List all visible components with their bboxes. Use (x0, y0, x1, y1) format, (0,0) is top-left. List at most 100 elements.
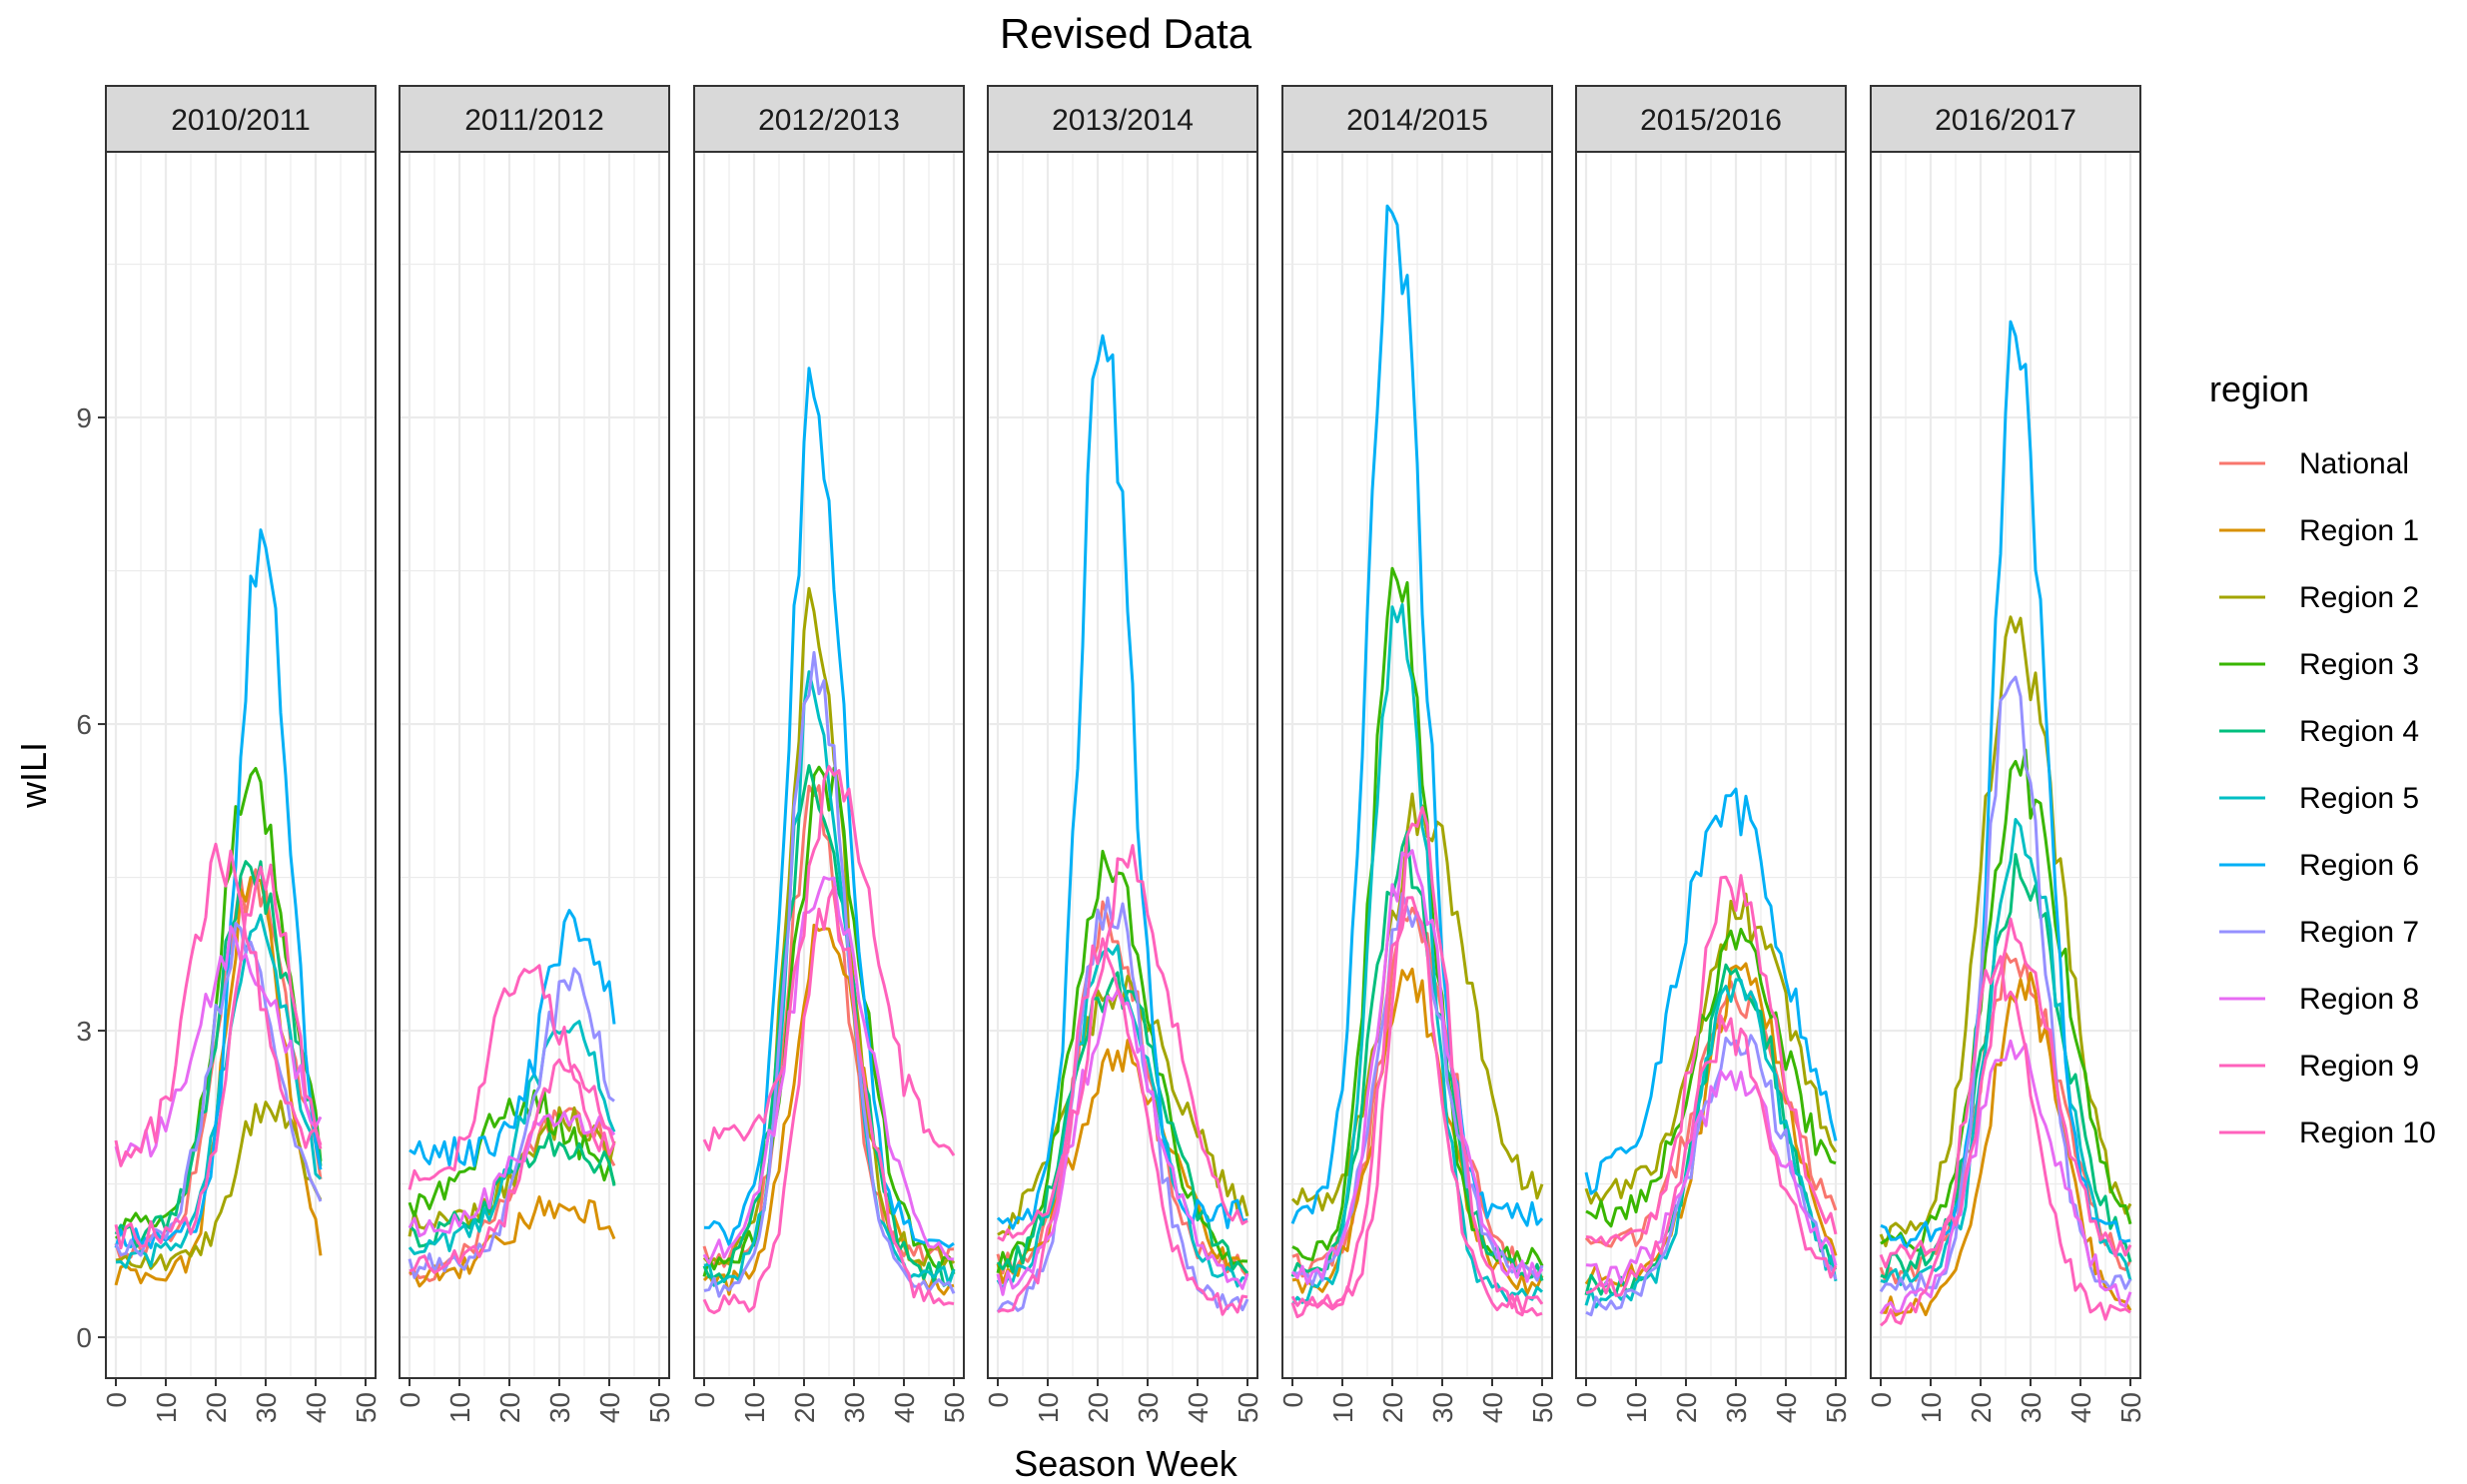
x-tick-label: 20 (1966, 1392, 1997, 1423)
series-line (702, 876, 955, 1265)
series-line (1585, 1014, 1838, 1297)
x-tick-label: 20 (201, 1392, 232, 1423)
series-line (1585, 874, 1838, 1247)
x-tick-label: 50 (939, 1392, 970, 1423)
series-line (1880, 818, 2132, 1286)
facet-panel: 2010/2011 0 10 20 30 40 50 (101, 85, 382, 1423)
series-line (409, 1195, 616, 1288)
legend: region National Region 1 Region 2 Region 3 R… (2209, 369, 2436, 1149)
x-tick-label: 10 (1033, 1392, 1064, 1423)
legend-item: Region 10 (2219, 1116, 2436, 1149)
legend-label: Region 1 (2299, 514, 2419, 547)
legend-item: Region 9 (2219, 1050, 2419, 1083)
series-line (702, 885, 955, 1314)
x-tick-label: 40 (1771, 1392, 1802, 1423)
facet-strip-label: 2016/2017 (1935, 104, 2076, 137)
x-tick-label: 20 (1671, 1392, 1702, 1423)
y-tick-label: 0 (76, 1322, 92, 1353)
facet-strip (987, 85, 1258, 153)
legend-item: Region 3 (2219, 648, 2419, 681)
panel-border (1575, 151, 1847, 1379)
x-tick-label: 0 (101, 1392, 132, 1408)
series-line (703, 367, 955, 1249)
series-line (114, 842, 323, 1167)
legend-item: Region 8 (2219, 983, 2419, 1016)
series-line (1290, 806, 1543, 1319)
x-tick-label: 20 (494, 1392, 525, 1423)
y-axis-title: wILI (13, 742, 54, 809)
legend-label: Region 3 (2299, 648, 2419, 681)
x-tick-label: 10 (739, 1392, 770, 1423)
series-line (1585, 928, 1837, 1228)
facet-strip (399, 85, 670, 153)
series-line (996, 334, 1248, 1230)
legend-label: Region 5 (2299, 782, 2419, 815)
facet-panel: 2011/2012 0 10 20 30 40 50 (395, 85, 675, 1423)
series-line (1585, 1070, 1838, 1287)
legend-label: Region 4 (2299, 715, 2419, 748)
series-line (1879, 917, 2132, 1269)
facet-strip-label: 2013/2014 (1052, 104, 1194, 137)
x-axis-title: Season Week (1014, 1443, 1237, 1484)
series-line (408, 967, 615, 1279)
legend-label: Region 8 (2299, 983, 2419, 1016)
series-line (1880, 853, 2132, 1279)
x-tick-label: 30 (1133, 1392, 1164, 1423)
x-tick-label: 40 (1183, 1392, 1214, 1423)
legend-item: Region 1 (2219, 514, 2419, 547)
x-tick-label: 50 (1527, 1392, 1558, 1423)
series-line (1290, 896, 1544, 1317)
legend-label: Region 9 (2299, 1050, 2419, 1083)
x-tick-label: 0 (1571, 1392, 1602, 1408)
facet-strip-label: 2012/2013 (758, 104, 900, 137)
y-tick-label: 9 (76, 402, 92, 433)
panel-border (1281, 151, 1553, 1379)
series-line (702, 765, 956, 1156)
series-line (703, 670, 956, 1287)
x-tick-label: 10 (1621, 1392, 1652, 1423)
series-line (409, 1058, 616, 1274)
legend-label: National (2299, 447, 2409, 480)
panel-border (693, 151, 965, 1379)
panel-border (105, 151, 377, 1379)
series-line (1584, 892, 1838, 1205)
facet-strip (1281, 85, 1553, 153)
x-tick-label: 50 (644, 1392, 675, 1423)
x-tick-label: 0 (1277, 1392, 1308, 1408)
x-tick-label: 40 (594, 1392, 625, 1423)
x-tick-label: 30 (1427, 1392, 1458, 1423)
x-tick-label: 50 (2115, 1392, 2146, 1423)
series-line (1880, 955, 2131, 1327)
legend-item: Region 4 (2219, 715, 2419, 748)
series-line (1290, 204, 1544, 1227)
series-line (115, 913, 323, 1269)
legend-item: National (2219, 447, 2409, 480)
x-tick-label: 30 (251, 1392, 282, 1423)
facet-panel: 2014/2015 0 10 20 30 40 50 (1277, 85, 1558, 1423)
series-line (408, 1131, 616, 1248)
x-tick-label: 40 (301, 1392, 332, 1423)
x-tick-label: 30 (839, 1392, 870, 1423)
x-tick-label: 20 (1377, 1392, 1408, 1423)
x-tick-label: 20 (789, 1392, 820, 1423)
legend-label: Region 6 (2299, 849, 2419, 882)
facet-strip-label: 2014/2015 (1346, 104, 1488, 137)
x-tick-label: 40 (1477, 1392, 1508, 1423)
series-line (1584, 787, 1838, 1195)
facet-strip-label: 2011/2012 (464, 104, 604, 137)
y-tick-label: 6 (76, 709, 92, 740)
legend-label: Region 2 (2299, 581, 2419, 614)
x-tick-label: 50 (1233, 1392, 1263, 1423)
facet-panel: 2013/2014 0 10 20 30 40 50 (983, 85, 1263, 1423)
series-line (408, 1089, 616, 1219)
y-tick-label: 3 (76, 1016, 92, 1047)
x-tick-label: 40 (889, 1392, 920, 1423)
panel-border (987, 151, 1258, 1379)
y-axis: 0 3 6 9 (76, 402, 106, 1353)
legend-label: Region 10 (2299, 1116, 2436, 1149)
series-line (1584, 978, 1838, 1309)
series-line (408, 964, 616, 1190)
x-tick-label: 10 (1327, 1392, 1358, 1423)
facet-strip-label: 2015/2016 (1640, 104, 1782, 137)
